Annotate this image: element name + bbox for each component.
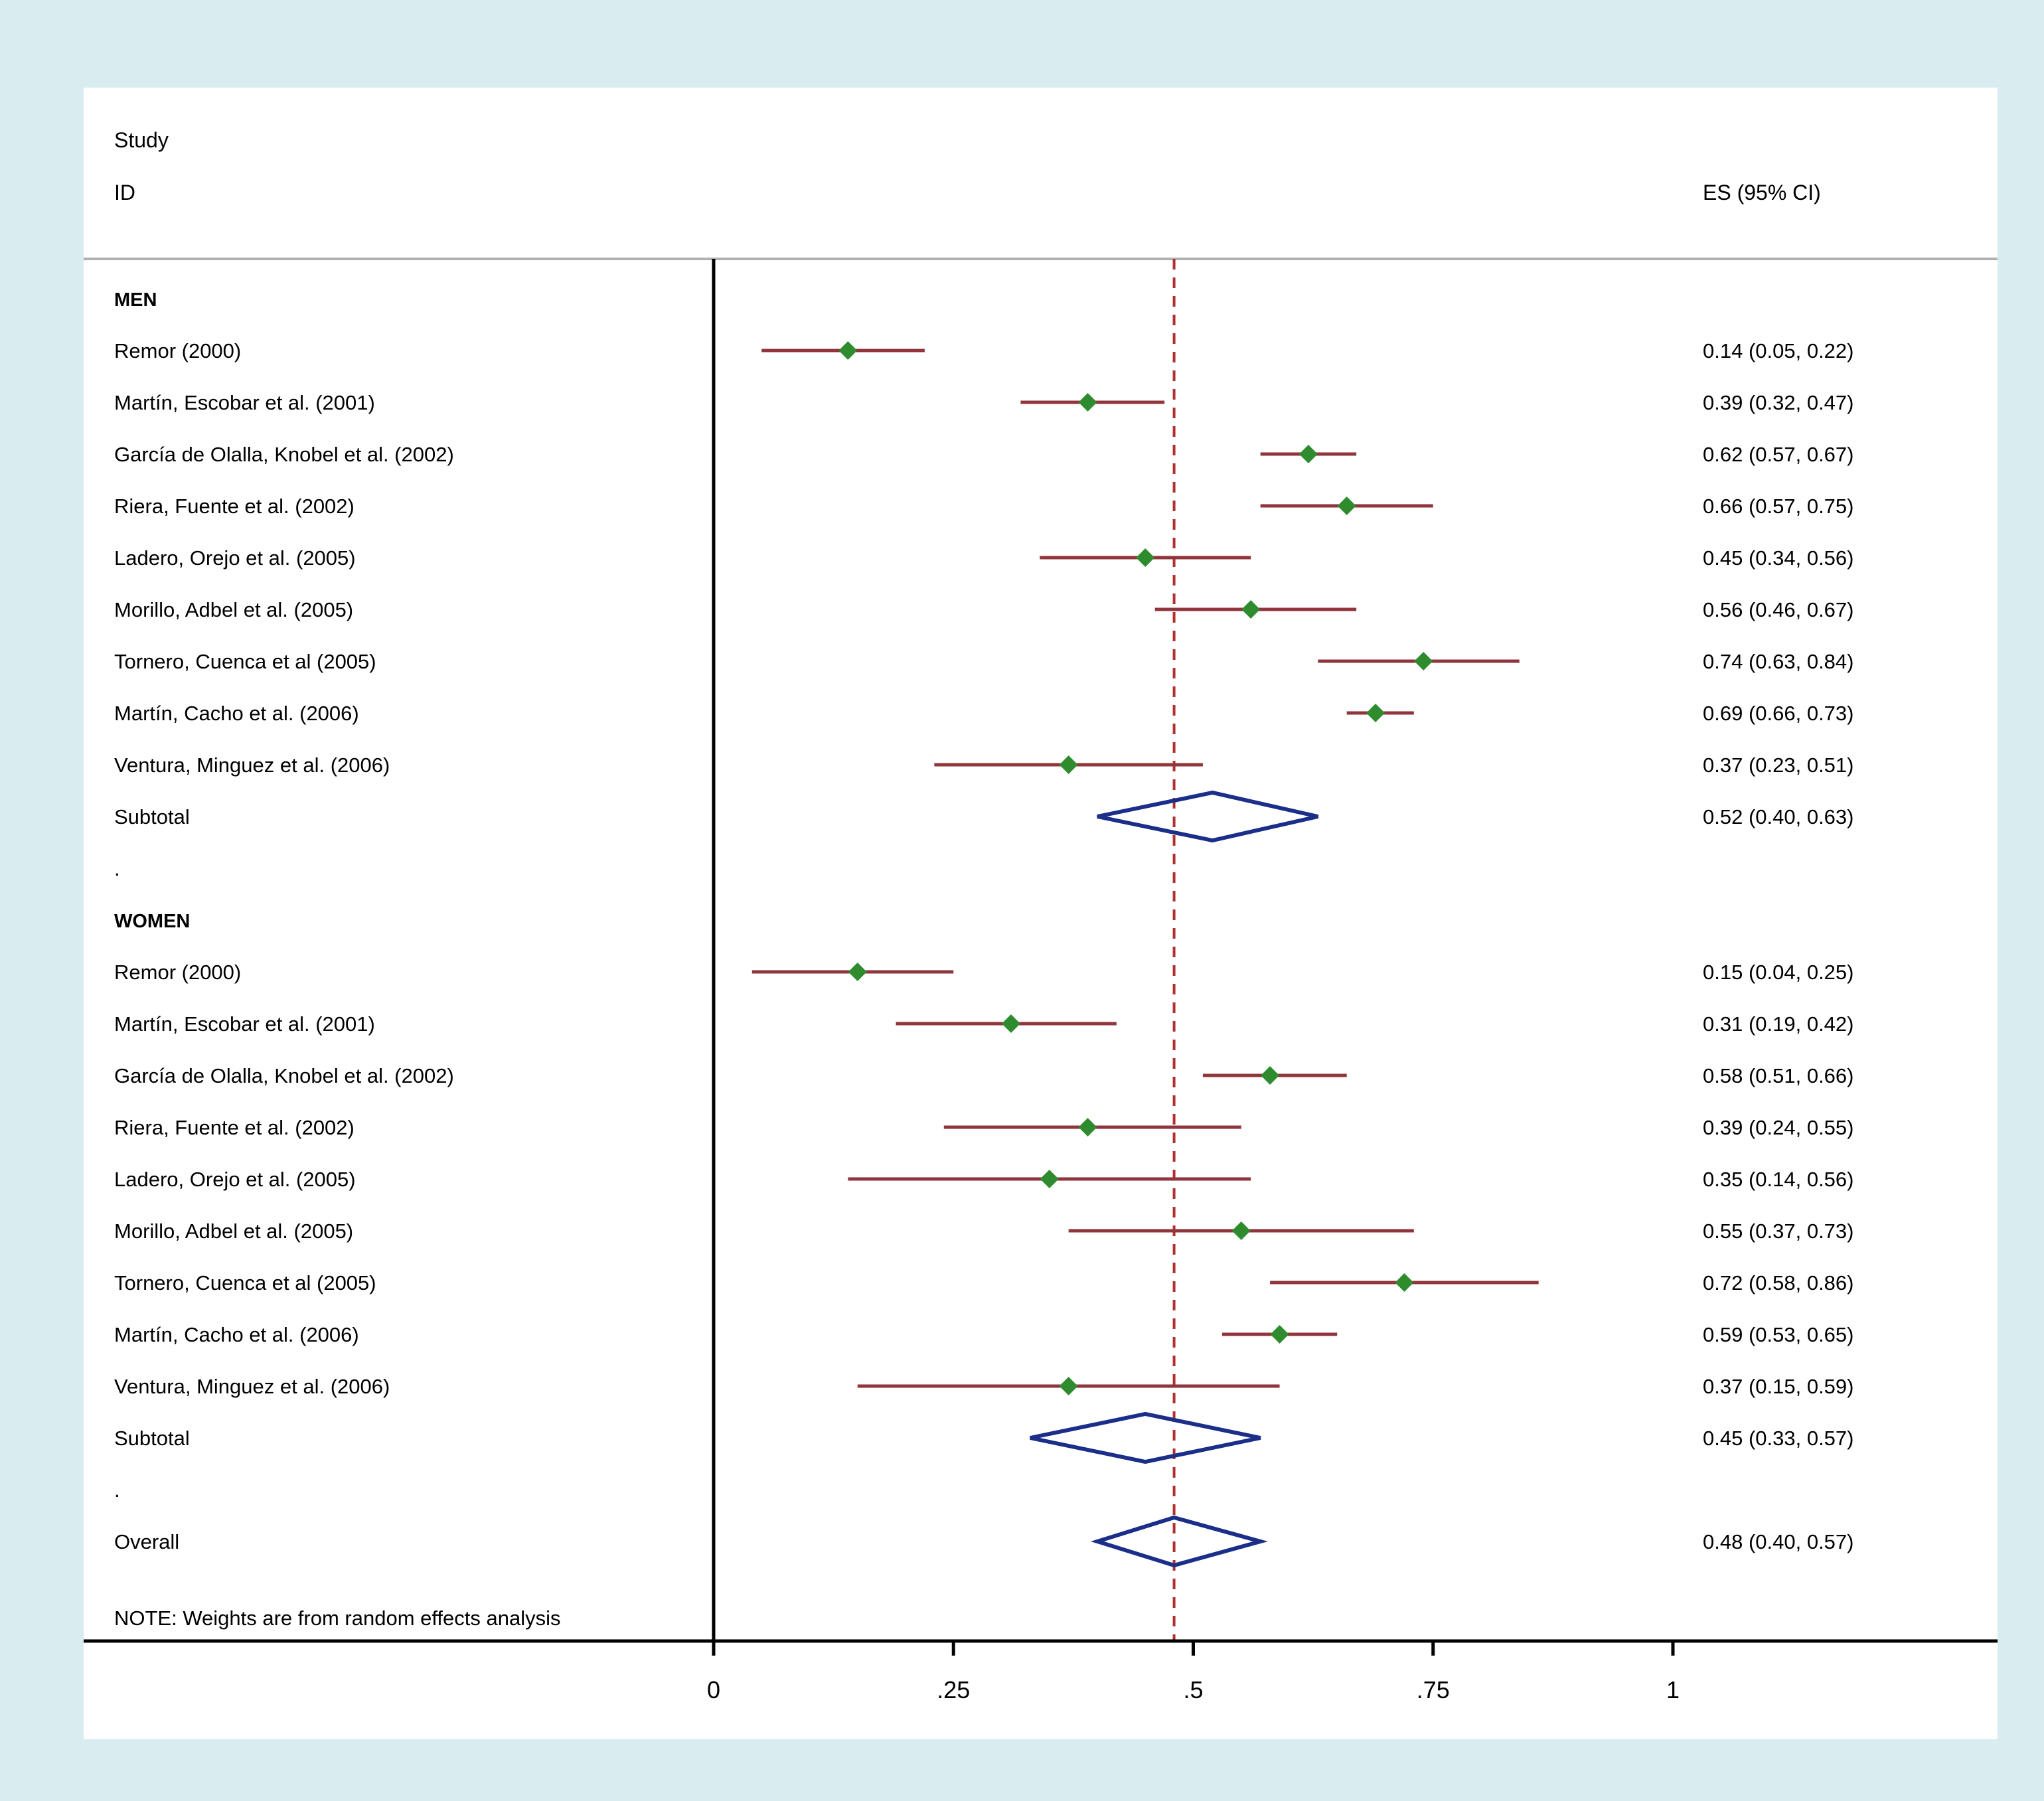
es-value: 0.15 (0.04, 0.25): [1703, 961, 1854, 984]
header-es-ci: ES (95% CI): [1703, 181, 1821, 204]
effect-marker: [848, 963, 867, 981]
study-label: Martín, Escobar et al. (2001): [114, 1012, 375, 1036]
es-value: 0.45 (0.34, 0.56): [1703, 546, 1854, 570]
spacer-dot: .: [114, 857, 120, 880]
overall-diamond: [1090, 1515, 1268, 1568]
study-label: Ladero, Orejo et al. (2005): [114, 546, 356, 570]
study-label: Martín, Cacho et al. (2006): [114, 1323, 359, 1346]
x-axis-tick-label: 1: [1666, 1676, 1680, 1703]
study-label: Ventura, Minguez et al. (2006): [114, 1375, 390, 1398]
study-label: Ladero, Orejo et al. (2005): [114, 1168, 356, 1191]
effect-marker: [1270, 1325, 1289, 1344]
study-label: Morillo, Adbel et al. (2005): [114, 598, 353, 621]
overall-label: Overall: [114, 1530, 179, 1553]
es-value: 0.31 (0.19, 0.42): [1703, 1012, 1854, 1036]
study-label: Remor (2000): [114, 339, 241, 362]
study-label: Morillo, Adbel et al. (2005): [114, 1219, 353, 1243]
study-label: Martín, Escobar et al. (2001): [114, 391, 375, 414]
effect-marker: [1059, 1377, 1078, 1395]
effect-marker: [1261, 1066, 1280, 1085]
study-label: Riera, Fuente et al. (2002): [114, 1116, 354, 1139]
overall-es-value: 0.48 (0.40, 0.57): [1703, 1530, 1854, 1553]
chart-panel: [84, 88, 1998, 1739]
es-value: 0.58 (0.51, 0.66): [1703, 1064, 1854, 1087]
study-label: Tornero, Cuenca et al (2005): [114, 650, 376, 673]
study-label: Remor (2000): [114, 961, 241, 984]
effect-marker: [1078, 393, 1097, 412]
x-axis-tick-label: 0: [707, 1676, 720, 1703]
x-axis-tick-label: .75: [1417, 1676, 1450, 1703]
es-value: 0.37 (0.15, 0.59): [1703, 1375, 1854, 1398]
subtotal-diamond: [1030, 1411, 1261, 1464]
x-axis-tick-label: .25: [937, 1676, 970, 1703]
es-value: 0.69 (0.66, 0.73): [1703, 702, 1854, 725]
es-value: 0.55 (0.37, 0.73): [1703, 1219, 1854, 1243]
subtotal-diamond: [1097, 790, 1319, 843]
es-value: 0.72 (0.58, 0.86): [1703, 1271, 1854, 1294]
es-value: 0.39 (0.32, 0.47): [1703, 391, 1854, 414]
effect-marker: [1395, 1273, 1414, 1292]
es-value: 0.56 (0.46, 0.67): [1703, 598, 1854, 621]
effect-marker: [1366, 704, 1385, 722]
es-value: 0.37 (0.23, 0.51): [1703, 753, 1854, 777]
effect-marker: [838, 341, 858, 360]
es-value: 0.74 (0.63, 0.84): [1703, 650, 1854, 673]
study-label: Ventura, Minguez et al. (2006): [114, 753, 390, 777]
spacer-dot: .: [114, 1478, 120, 1502]
es-value: 0.59 (0.53, 0.65): [1703, 1323, 1854, 1346]
effect-marker: [1059, 755, 1078, 774]
header-id: ID: [114, 181, 135, 204]
header-study: Study: [114, 128, 169, 152]
effect-marker: [1078, 1118, 1097, 1136]
plot-rows: MEN Remor (2000) 0.14 (0.05, 0.22) Martín, …: [84, 259, 1998, 1703]
effect-marker: [1136, 548, 1155, 567]
subtotal-es-value: 0.45 (0.33, 0.57): [1703, 1427, 1854, 1450]
study-label: Tornero, Cuenca et al (2005): [114, 1271, 376, 1294]
es-value: 0.35 (0.14, 0.56): [1703, 1168, 1854, 1191]
subtotal-es-value: 0.52 (0.40, 0.63): [1703, 805, 1854, 828]
effect-marker: [1414, 652, 1433, 670]
note-text: NOTE: Weights are from random effects an…: [114, 1606, 561, 1630]
study-label: García de Olalla, Knobel et al. (2002): [114, 1064, 454, 1087]
group-label: WOMEN: [114, 911, 190, 932]
es-value: 0.66 (0.57, 0.75): [1703, 495, 1854, 518]
effect-marker: [1241, 600, 1261, 619]
study-label: García de Olalla, Knobel et al. (2002): [114, 443, 454, 466]
group-label: MEN: [114, 289, 157, 311]
x-axis-tick-label: .5: [1183, 1676, 1203, 1703]
study-label: Martín, Cacho et al. (2006): [114, 702, 359, 725]
effect-marker: [1040, 1170, 1059, 1188]
effect-marker: [1231, 1221, 1251, 1240]
subtotal-label: Subtotal: [114, 1427, 190, 1450]
es-value: 0.14 (0.05, 0.22): [1703, 339, 1854, 362]
es-value: 0.62 (0.57, 0.67): [1703, 443, 1854, 466]
effect-marker: [1298, 445, 1318, 463]
es-value: 0.39 (0.24, 0.55): [1703, 1116, 1854, 1139]
subtotal-label: Subtotal: [114, 805, 190, 828]
study-label: Riera, Fuente et al. (2002): [114, 495, 354, 518]
effect-marker: [1337, 497, 1356, 515]
effect-marker: [1001, 1014, 1020, 1033]
